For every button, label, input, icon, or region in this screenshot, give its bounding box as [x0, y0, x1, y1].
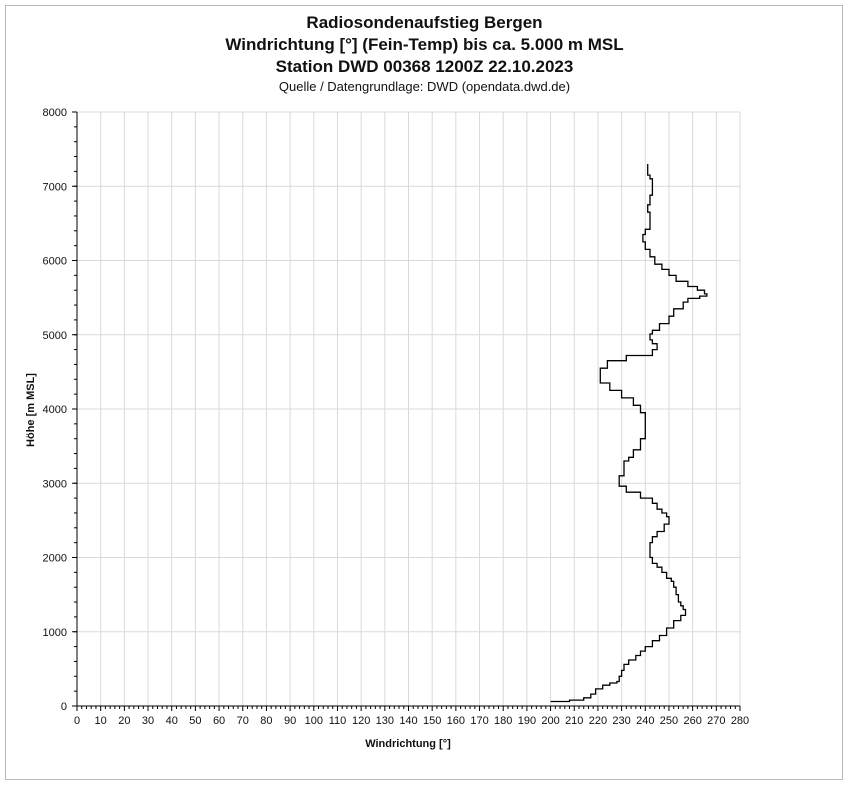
- x-tick-label: 40: [166, 715, 178, 727]
- x-tick-label: 60: [213, 715, 225, 727]
- x-tick-label: 190: [518, 715, 536, 727]
- x-tick-label: 280: [731, 715, 749, 727]
- x-tick-label: 200: [541, 715, 559, 727]
- y-tick-label: 7000: [43, 181, 67, 193]
- y-tick-label: 8000: [43, 107, 67, 119]
- x-tick-label: 20: [118, 715, 130, 727]
- chart-frame: [5, 5, 843, 780]
- y-axis-label: Höhe [m MSL]: [25, 373, 37, 447]
- y-tick-label: 5000: [43, 330, 67, 342]
- x-tick-labels: 0 10 20 30 40 50 60 70 80 90 100 110 120 130 140 150 160…: [74, 715, 749, 727]
- y-tick-labels: 0 1000 2000 3000 4000 5000 6000 7000 8000: [43, 107, 67, 713]
- x-tick-label: 140: [399, 715, 417, 727]
- chart-title: Radiosondenaufstieg Bergen: [306, 13, 543, 32]
- chart-titles: Radiosondenaufstieg Bergen Windrichtung …: [0, 12, 849, 96]
- y-tick-label: 6000: [43, 256, 67, 268]
- x-tick-label: 160: [447, 715, 465, 727]
- x-tick-label: 270: [707, 715, 725, 727]
- x-tick-label: 220: [589, 715, 607, 727]
- series-group: [550, 164, 708, 703]
- x-tick-label: 50: [189, 715, 201, 727]
- y-tick-label: 1000: [43, 627, 67, 639]
- chart-source: Quelle / Datengrundlage: DWD (opendata.d…: [278, 79, 571, 94]
- x-tick-label: 210: [565, 715, 583, 727]
- x-tick-label: 100: [305, 715, 323, 727]
- x-tick-label: 230: [612, 715, 630, 727]
- x-tick-label: 260: [683, 715, 701, 727]
- chart-station: Station DWD 00368 1200Z 22.10.2023: [275, 57, 574, 76]
- grid-lines: [77, 111, 741, 706]
- x-tick-label: 90: [284, 715, 296, 727]
- x-tick-label: 250: [660, 715, 678, 727]
- x-tick-label: 120: [352, 715, 370, 727]
- chart-subtitle: Windrichtung [°] (Fein-Temp) bis ca. 5.0…: [225, 35, 624, 54]
- x-tick-label: 180: [494, 715, 512, 727]
- y-tick-label: 0: [61, 701, 67, 713]
- x-tick-label: 170: [470, 715, 488, 727]
- y-tick-label: 2000: [43, 553, 67, 565]
- x-tick-label: 70: [237, 715, 249, 727]
- x-axis-label: Windrichtung [°]: [365, 738, 451, 750]
- y-tick-label: 3000: [43, 478, 67, 490]
- x-tick-label: 80: [260, 715, 272, 727]
- x-tick-label: 110: [329, 715, 347, 727]
- x-tick-label: 130: [376, 715, 394, 727]
- x-tick-label: 10: [95, 715, 107, 727]
- x-tick-label: 30: [142, 715, 154, 727]
- x-tick-label: 0: [74, 715, 80, 727]
- x-tick-label: 150: [423, 715, 441, 727]
- series-line-1: [550, 164, 708, 703]
- y-tick-label: 4000: [43, 404, 67, 416]
- x-tick-label: 240: [636, 715, 654, 727]
- axes: [72, 111, 741, 711]
